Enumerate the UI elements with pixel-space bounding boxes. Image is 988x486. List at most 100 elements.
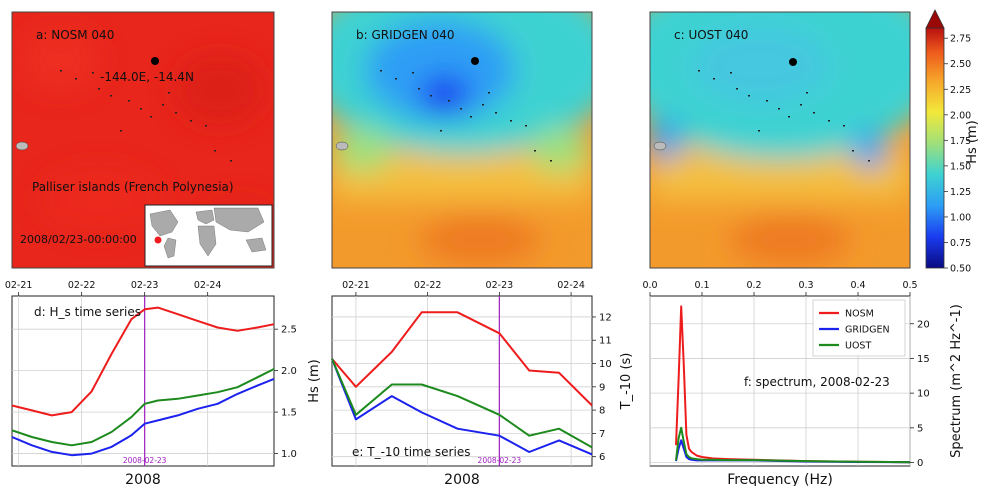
x-axis-label: Frequency (Hz): [727, 472, 833, 486]
colorbar-tick-label: 2.50: [950, 59, 971, 70]
x-tick-label: 0.1: [694, 280, 709, 291]
map-c-frame: [649, 11, 911, 269]
legend-label-nosm: NOSM: [845, 309, 874, 320]
island-speck: [60, 70, 62, 72]
island-patch: [335, 141, 349, 151]
colorbar-tick-label: 2.25: [950, 85, 971, 96]
island-speck: [175, 112, 177, 114]
legend-label-gridgen: GRIDGEN: [845, 325, 890, 336]
island-speck: [828, 120, 830, 122]
island-speck: [766, 100, 768, 102]
y-tick-label: 6: [599, 452, 605, 463]
x-tick-label: 0.0: [642, 280, 657, 291]
colorbar-extend-arrow: [925, 9, 945, 29]
x-tick-label: 02-22: [68, 280, 96, 291]
date-marker-label: 2008-02-23: [478, 456, 522, 465]
island-speck: [788, 116, 790, 118]
x-tick-label: 0.2: [746, 280, 761, 291]
map-c-label: c: UOST 040: [674, 28, 748, 42]
island-speck: [162, 104, 164, 106]
plot-area: [331, 295, 593, 467]
island-speck: [150, 116, 152, 118]
island-speck: [395, 78, 397, 80]
island-speck: [440, 130, 442, 132]
island-outlines: [15, 70, 870, 162]
x-tick-label: 0.3: [798, 280, 813, 291]
island-speck: [460, 108, 462, 110]
island-speck: [806, 92, 808, 94]
island-speck: [110, 95, 112, 97]
y-tick-label: 2.5: [281, 325, 297, 336]
series-line-nosm: [11, 306, 275, 417]
colorbar-tick-label: 1.50: [950, 161, 971, 172]
map-panel-nosm: a: NOSM 040 -144.0E, -14.4N Palliser isl…: [11, 11, 275, 269]
island-speck: [525, 125, 527, 127]
island-speck: [843, 125, 845, 127]
location-marker-b: [471, 57, 479, 65]
series-line-uost: [675, 426, 911, 464]
island-speck: [75, 78, 77, 80]
hs-timeseries-chart: 02-21 02-22 02-23 02-24 1.0 1.5 2.0 2.5 2008-02-…: [5, 280, 322, 486]
world-inset-map: [144, 204, 273, 267]
x-tick-label: 02-22: [414, 280, 442, 291]
island-patch: [653, 141, 667, 151]
location-label: -144.0E, -14.4N: [100, 70, 194, 84]
y-tick-label: 1.0: [281, 449, 297, 460]
island-speck: [758, 130, 760, 132]
island-speck: [380, 70, 382, 72]
island-speck: [230, 160, 232, 162]
island-speck: [430, 95, 432, 97]
island-speck: [92, 72, 94, 74]
island-speck: [510, 120, 512, 122]
y-tick-label: 10: [599, 359, 612, 370]
series-line-uost: [11, 368, 275, 447]
map-b-label: b: GRIDGEN 040: [356, 28, 454, 42]
region-label: Palliser islands (French Polynesia): [32, 180, 234, 194]
colorbar-tick-label: 0.75: [950, 238, 971, 249]
island-speck: [470, 116, 472, 118]
colorbar-tick-label: 1.25: [950, 187, 971, 198]
island-speck: [482, 104, 484, 106]
location-marker: [151, 57, 159, 65]
y-tick-label: 9: [599, 382, 605, 393]
map-a-label: a: NOSM 040: [36, 28, 114, 42]
colorbar-label: Hs (m): [965, 120, 980, 164]
series-line-gridgen: [331, 358, 593, 456]
colorbar-tick-label: 1.00: [950, 212, 971, 223]
map-panel-uost: c: UOST 040: [649, 11, 911, 269]
y-axis-label: Hs (m): [307, 359, 322, 403]
island-speck: [698, 70, 700, 72]
y-tick-label: 2.0: [281, 366, 297, 377]
island-speck: [495, 112, 497, 114]
y-tick-label: 5: [917, 423, 923, 434]
x-axis-label: 2008: [125, 472, 161, 486]
x-tick-label: 0.5: [902, 280, 917, 291]
colorbar-tick-label: 0.50: [950, 264, 971, 275]
y-tick-label: 0: [917, 458, 923, 469]
x-axis-label: 2008: [444, 472, 480, 486]
island-speck: [412, 72, 414, 74]
x-tick-label: 02-21: [342, 280, 370, 291]
island-speck: [730, 72, 732, 74]
series-line-uost: [331, 358, 593, 449]
chart-title: e: T_-10 time series: [352, 445, 470, 459]
island-speck: [128, 100, 130, 102]
island-speck: [868, 160, 870, 162]
legend-label-uost: UOST: [845, 341, 871, 352]
island-speck: [120, 130, 122, 132]
island-speck: [418, 88, 420, 90]
island-patch: [15, 141, 29, 151]
series-line-gridgen: [11, 377, 275, 457]
island-speck: [778, 108, 780, 110]
spectrum-chart: 0.0 0.1 0.2 0.3 0.4 0.5 0 5 10 15 20 f: spectrum, 2…: [642, 280, 964, 486]
y-tick-label: 8: [599, 406, 605, 417]
y-tick-label: 7: [599, 429, 605, 440]
island-speck: [852, 150, 854, 152]
y-axis-label: T_-10 (s): [619, 353, 634, 411]
island-speck: [534, 150, 536, 152]
island-speck: [214, 150, 216, 152]
island-speck: [813, 112, 815, 114]
chart-title: f: spectrum, 2008-02-23: [744, 375, 890, 389]
x-tick-label: 02-21: [5, 280, 33, 291]
